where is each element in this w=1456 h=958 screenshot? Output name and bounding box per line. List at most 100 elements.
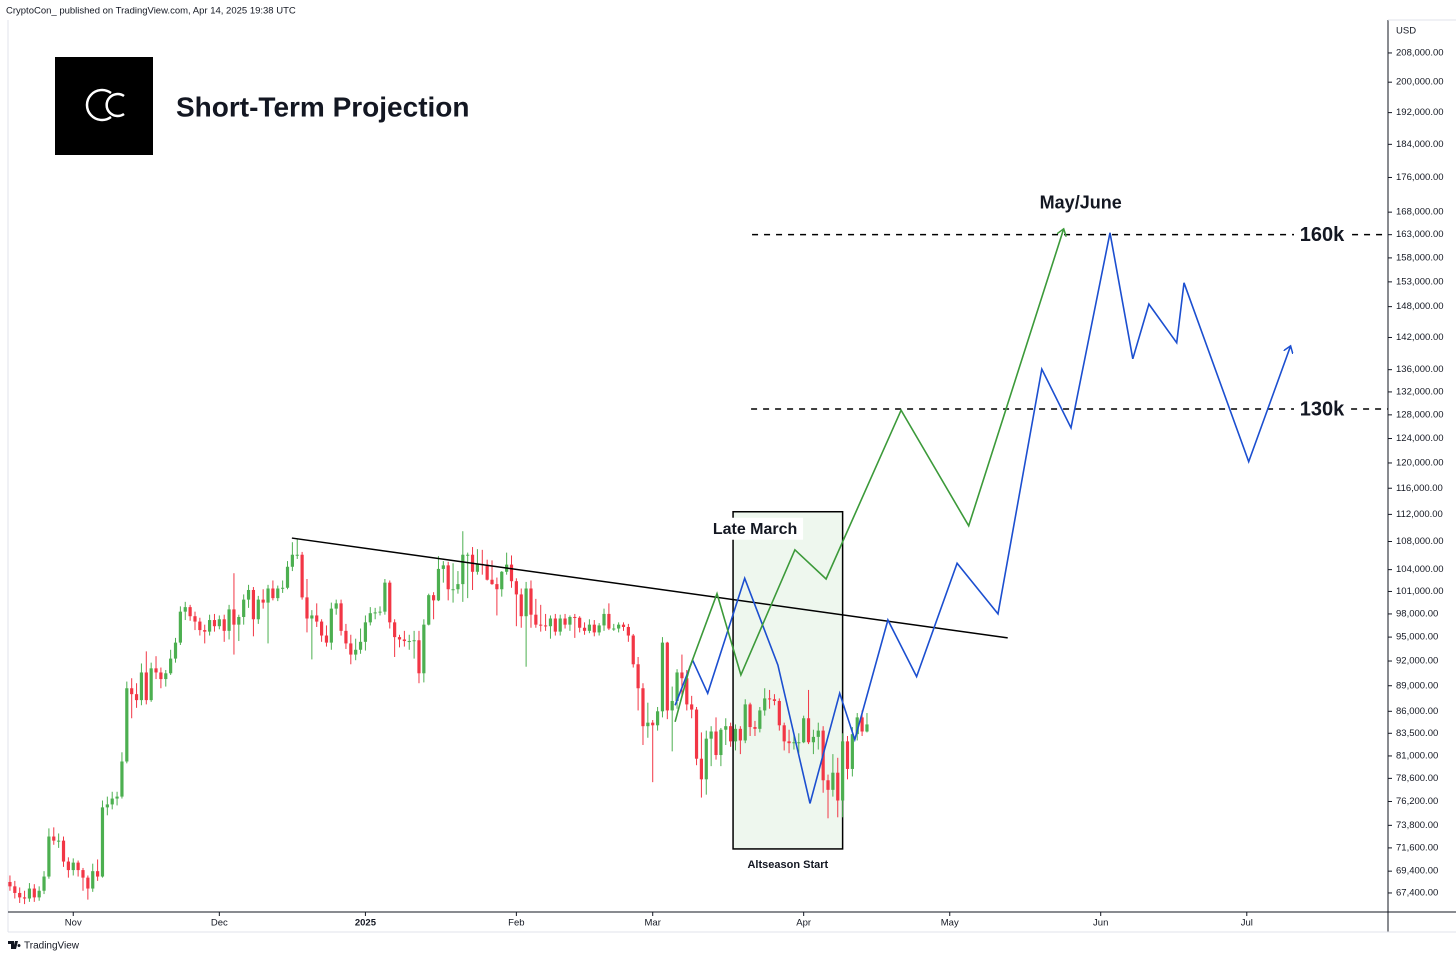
candle-body (305, 597, 309, 619)
candle-body (441, 565, 445, 569)
candle-body (792, 742, 796, 744)
candle-body (237, 616, 241, 625)
candle-body (22, 897, 27, 899)
candle-body (709, 731, 713, 739)
candle-body (836, 772, 840, 801)
candle-body (178, 611, 182, 643)
level-label-bg (1294, 397, 1350, 422)
x-tick-label: Jun (1093, 918, 1108, 929)
highlight-box (732, 510, 844, 850)
candle-body (212, 620, 217, 627)
chart-title: Short-Term Projection (176, 91, 470, 122)
candle-body (461, 554, 465, 585)
x-tick-label: Feb (508, 918, 524, 929)
candle-body (621, 624, 626, 627)
candle-body (797, 742, 801, 744)
y-axis-label: USD (1396, 26, 1416, 37)
candle-body (548, 618, 553, 627)
candle-body (61, 840, 66, 862)
candle-body (719, 729, 723, 756)
logo-c2 (105, 92, 125, 118)
candle-body (500, 571, 504, 590)
candle-body (95, 871, 100, 877)
candle-body (748, 704, 752, 728)
candle-body (368, 613, 372, 623)
candle-body (373, 612, 377, 614)
candle-body (256, 599, 260, 620)
x-tick-label: Apr (796, 918, 811, 929)
candle-body (324, 635, 329, 643)
candle-body (509, 564, 514, 582)
candle-body (383, 582, 387, 612)
candle-body (475, 563, 480, 572)
logo-c1 (85, 88, 112, 122)
candle-body (91, 871, 95, 889)
brand: TradingView (24, 941, 80, 952)
candle-body (587, 624, 592, 631)
candle-body (680, 672, 684, 679)
candle-body (539, 624, 543, 626)
candle-body (110, 798, 114, 805)
level-label: 130k (1300, 398, 1345, 420)
candle-body (115, 796, 119, 799)
candle-body (782, 725, 786, 742)
candle-body (18, 892, 22, 898)
candle-body (227, 609, 231, 631)
candle-body (617, 624, 621, 629)
candle-body (154, 668, 158, 673)
candle-body (607, 613, 611, 629)
candle-body (694, 709, 699, 759)
x-tick-label: Jul (1241, 918, 1253, 929)
candle-body (490, 579, 494, 585)
candle-body (724, 726, 728, 730)
candle-body (685, 678, 689, 705)
y-tick-label: 81,000.00 (1396, 750, 1438, 761)
candle-body (841, 741, 845, 801)
y-tick-label: 116,000.00 (1396, 483, 1443, 494)
candle-body (578, 617, 582, 628)
y-tick-label: 120,000.00 (1396, 457, 1444, 468)
y-tick-label: 67,400.00 (1396, 887, 1438, 898)
candle-body (334, 603, 338, 609)
y-tick-label: 95,000.00 (1396, 632, 1438, 643)
candle-body (558, 618, 562, 632)
candle-body (261, 599, 265, 603)
projection-line (674, 229, 1064, 723)
candle-body (729, 726, 733, 742)
candle-body (100, 807, 105, 877)
candle-body (436, 568, 441, 601)
candle-body (568, 616, 572, 625)
candle-body (134, 694, 139, 701)
brand-logo (8, 941, 21, 949)
candle-body (704, 738, 708, 780)
candle-body (767, 698, 772, 700)
candle-body (159, 672, 163, 680)
x-tick-label: May (941, 918, 959, 929)
y-tick-label: 112,000.00 (1396, 509, 1443, 520)
candle-body (149, 668, 153, 701)
candle-body (407, 641, 411, 643)
candle-body (173, 642, 178, 659)
candle-body (315, 615, 319, 622)
y-tick-label: 78,600.00 (1396, 773, 1438, 784)
candle-body (636, 664, 640, 689)
candle-body (860, 717, 864, 732)
candle-body (665, 642, 669, 711)
candle-body (207, 620, 212, 632)
y-tick-label: 184,000.00 (1396, 139, 1444, 150)
candle-body (13, 886, 17, 893)
candle-body (32, 888, 36, 898)
candle-body (806, 718, 811, 743)
candle-body (582, 627, 587, 631)
level-label: 160k (1300, 224, 1345, 246)
y-tick-label: 128,000.00 (1396, 409, 1444, 420)
y-tick-label: 208,000.00 (1396, 47, 1444, 58)
y-tick-label: 73,800.00 (1396, 820, 1438, 831)
candle-body (563, 618, 567, 625)
candle-body (188, 607, 192, 617)
candle-body (733, 728, 738, 742)
candle-body (105, 804, 109, 808)
candle-body (660, 642, 665, 712)
y-tick-label: 98,000.00 (1396, 608, 1438, 619)
